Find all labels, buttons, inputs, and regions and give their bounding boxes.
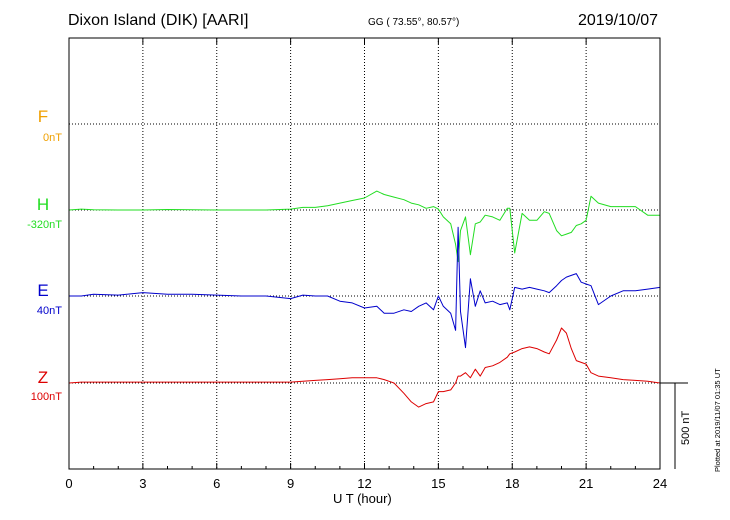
baseline-label-z: 100nT — [30, 391, 62, 403]
x-tick-label: 24 — [653, 476, 667, 491]
plotted-note: Plotted at 2019/11/07 01:35 UT — [713, 368, 722, 472]
scale-bar-label: 500 nT — [680, 410, 692, 445]
x-tick-label: 3 — [139, 476, 146, 491]
x-tick-label: 15 — [431, 476, 445, 491]
baseline-label-f: 0nT — [43, 132, 62, 144]
x-tick-label: 0 — [65, 476, 72, 491]
component-label-z: Z — [37, 368, 49, 387]
component-label-f: F — [37, 107, 49, 126]
geographic-coordinates: GG ( 73.55°, 80.57°) — [368, 17, 460, 28]
grid-lines — [69, 38, 660, 469]
x-axis-ticks: 0 3 6 9 12 15 18 21 24 — [65, 38, 667, 491]
series-line-h — [68, 190, 660, 263]
x-tick-label: 18 — [505, 476, 519, 491]
x-tick-label: 21 — [579, 476, 593, 491]
baseline-label-e: 40nT — [36, 305, 62, 317]
x-tick-label: 6 — [213, 476, 220, 491]
date-label: 2019/10/07 — [578, 12, 659, 29]
series-line-z — [68, 327, 661, 408]
series-layer — [68, 190, 661, 408]
baseline-label-h: -320nT — [27, 219, 62, 231]
x-tick-label: 9 — [287, 476, 294, 491]
x-axis-label: U T (hour) — [333, 491, 392, 506]
station-title: Dixon Island (DIK) [AARI] — [68, 12, 249, 29]
component-label-h: H — [36, 195, 50, 214]
x-tick-label: 12 — [357, 476, 371, 491]
series-line-e — [69, 226, 661, 349]
component-label-e: E — [37, 281, 49, 300]
